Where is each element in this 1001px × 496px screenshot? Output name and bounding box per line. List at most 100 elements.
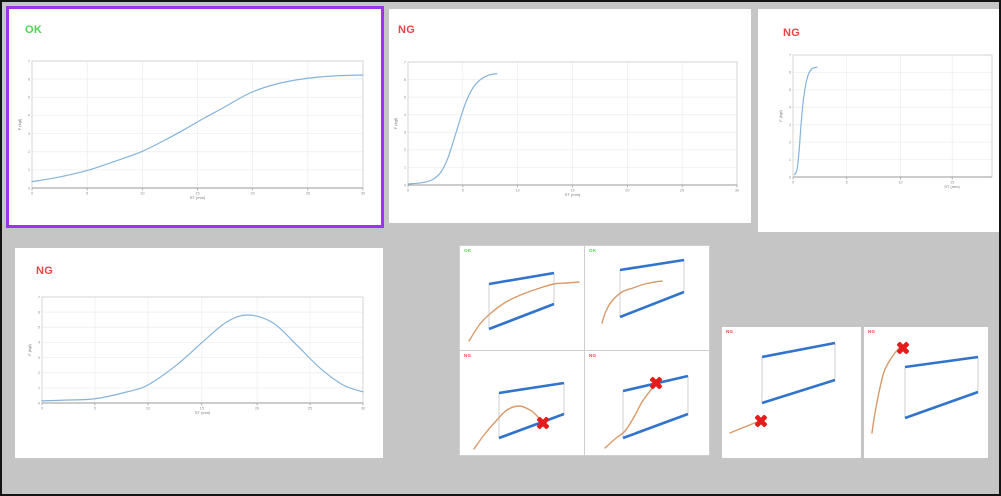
panel-ng-vertical-sigmoid[interactable]: NG 0 1 2 3 4 5 6 7 0 5 10 15 ST (mm) F (kgf) — [758, 9, 999, 232]
verdict-label: OK — [25, 24, 43, 36]
svg-text:5: 5 — [94, 407, 96, 411]
svg-text:7: 7 — [789, 53, 791, 57]
svg-text:6: 6 — [404, 78, 406, 82]
svg-text:0: 0 — [407, 189, 409, 193]
svg-text:7: 7 — [28, 59, 30, 63]
verdict-label: NG — [464, 354, 472, 359]
svg-text:5: 5 — [86, 192, 88, 196]
svg-text:ST (mm): ST (mm) — [195, 410, 211, 415]
x-mark-icon — [650, 377, 662, 389]
svg-text:15: 15 — [570, 189, 574, 193]
svg-text:1: 1 — [789, 158, 791, 162]
criteria-example-grid: OK OK NG NG — [459, 245, 710, 456]
svg-text:5: 5 — [789, 88, 791, 92]
svg-text:30: 30 — [361, 407, 365, 411]
svg-text:2: 2 — [38, 371, 40, 375]
verdict-label: NG — [589, 354, 597, 359]
svg-text:3: 3 — [404, 131, 406, 135]
svg-text:5: 5 — [462, 189, 464, 193]
svg-text:5: 5 — [404, 95, 406, 99]
svg-text:1: 1 — [28, 168, 30, 172]
mini-panel-ok-ends-inside[interactable]: OK — [585, 246, 709, 350]
svg-text:0: 0 — [38, 401, 40, 405]
svg-text:1: 1 — [404, 166, 406, 170]
verdict-label: OK — [589, 249, 597, 254]
mini-panel-ng-overshoot[interactable]: NG — [864, 327, 988, 458]
svg-text:0: 0 — [789, 175, 791, 179]
svg-text:7: 7 — [404, 60, 406, 64]
mini-panel-ng-undershoot[interactable]: NG — [722, 327, 861, 458]
mini-panel-ng-top-cross[interactable]: NG — [585, 351, 709, 455]
svg-text:0: 0 — [41, 407, 43, 411]
mini-panel-ok-exit-right[interactable]: OK — [460, 246, 584, 350]
svg-text:25: 25 — [308, 407, 312, 411]
svg-text:5: 5 — [846, 181, 848, 185]
verdict-label: NG — [36, 265, 54, 277]
svg-text:20: 20 — [251, 192, 255, 196]
svg-text:2: 2 — [789, 140, 791, 144]
panel-ok-main-selected[interactable]: OK 0 1 2 3 4 5 6 7 0 5 10 15 20 25 30 ST (mm) F (kgf) — [6, 6, 384, 228]
svg-text:F (kgf): F (kgf) — [27, 344, 32, 356]
verdict-label: NG — [726, 330, 734, 335]
svg-text:1: 1 — [38, 386, 40, 390]
band-check-svg — [604, 374, 689, 449]
svg-text:20: 20 — [625, 189, 629, 193]
svg-text:6: 6 — [789, 71, 791, 75]
svg-text:3: 3 — [38, 356, 40, 360]
svg-text:3: 3 — [28, 132, 30, 136]
svg-text:2: 2 — [404, 148, 406, 152]
band-check-svg — [871, 342, 979, 434]
verdict-label: OK — [464, 249, 472, 254]
svg-text:6: 6 — [38, 310, 40, 314]
svg-text:ST (mm): ST (mm) — [565, 192, 581, 197]
svg-text:5: 5 — [28, 96, 30, 100]
svg-text:20: 20 — [255, 407, 259, 411]
svg-text:4: 4 — [789, 106, 791, 110]
svg-text:0: 0 — [404, 183, 406, 187]
svg-text:6: 6 — [28, 77, 30, 81]
svg-text:4: 4 — [404, 113, 406, 117]
svg-text:10: 10 — [898, 181, 902, 185]
svg-text:F (kgf): F (kgf) — [393, 117, 398, 129]
svg-text:F (kgf): F (kgf) — [17, 118, 22, 130]
band-check-svg — [601, 258, 685, 324]
svg-text:3: 3 — [789, 123, 791, 127]
band-check-svg — [473, 381, 565, 450]
svg-text:25: 25 — [680, 189, 684, 193]
svg-text:ST (mm): ST (mm) — [944, 184, 960, 189]
verdict-label: NG — [783, 27, 801, 39]
force-stroke-chart-svg: 0 1 2 3 4 5 6 7 0 5 10 15 20 25 30 ST (mm) F (kgf) — [17, 59, 365, 200]
svg-text:25: 25 — [306, 192, 310, 196]
svg-text:0: 0 — [31, 192, 33, 196]
x-mark-icon — [755, 415, 767, 427]
svg-text:4: 4 — [38, 341, 40, 345]
panel-ng-steep-sigmoid[interactable]: NG 0 1 2 3 4 5 6 7 0 5 10 15 20 25 30 ST (mm) F (kgf) — [389, 9, 751, 223]
svg-text:4: 4 — [28, 114, 30, 118]
svg-text:10: 10 — [146, 407, 150, 411]
verdict-label: NG — [868, 330, 876, 335]
svg-text:10: 10 — [516, 189, 520, 193]
svg-text:0: 0 — [792, 181, 794, 185]
svg-text:15: 15 — [950, 181, 954, 185]
svg-text:F (kgf): F (kgf) — [778, 110, 783, 122]
svg-text:10: 10 — [140, 192, 144, 196]
svg-text:2: 2 — [28, 150, 30, 154]
band-check-svg — [468, 271, 580, 342]
mini-panel-ng-bottom-cross[interactable]: NG — [460, 351, 584, 455]
force-stroke-chart-svg: 0 1 2 3 4 5 6 7 0 5 10 15 20 25 30 ST (mm) F (kgf) — [27, 295, 365, 415]
x-mark-icon — [537, 417, 549, 429]
svg-text:5: 5 — [38, 326, 40, 330]
svg-text:0: 0 — [28, 186, 30, 190]
force-stroke-chart-svg: 0 1 2 3 4 5 6 7 0 5 10 15 20 25 30 ST (mm) F (kgf) — [393, 60, 739, 197]
band-check-svg — [729, 341, 836, 434]
svg-text:15: 15 — [195, 192, 199, 196]
svg-text:ST (mm): ST (mm) — [190, 195, 206, 200]
panel-ng-bell-curve[interactable]: NG 0 1 2 3 4 5 6 7 0 5 10 15 20 25 30 ST (mm) F (kgf) — [15, 248, 383, 458]
svg-text:30: 30 — [361, 192, 365, 196]
svg-text:30: 30 — [735, 189, 739, 193]
svg-text:7: 7 — [38, 295, 40, 299]
svg-text:15: 15 — [200, 407, 204, 411]
x-mark-icon — [897, 342, 909, 354]
